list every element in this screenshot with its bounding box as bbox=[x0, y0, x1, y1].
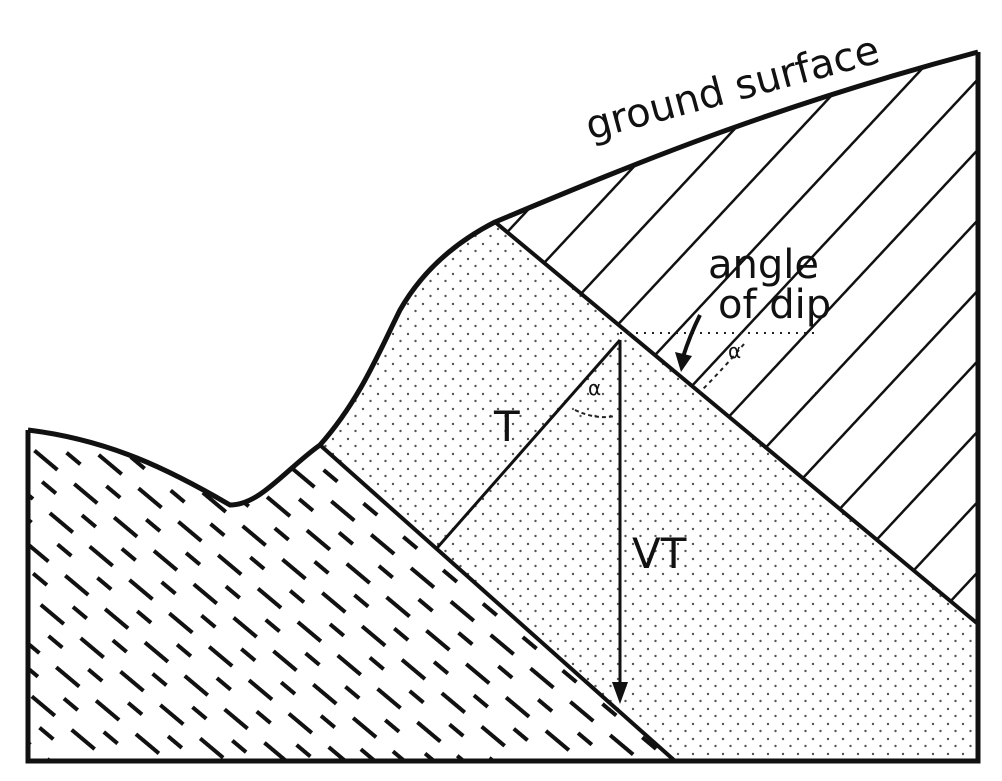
lower-contact-line bbox=[318, 443, 677, 763]
angle-of-dip-label-line1: angle bbox=[708, 242, 819, 288]
middle-stippled-layer bbox=[320, 222, 978, 761]
vertical-thickness-label: VT bbox=[632, 529, 687, 578]
dip-angle-arc bbox=[699, 343, 745, 393]
alpha-label: α bbox=[588, 376, 601, 400]
dip-arrowhead-icon bbox=[675, 352, 692, 372]
upper-contact-line bbox=[493, 220, 980, 626]
upper-hatched-layer bbox=[495, 52, 978, 624]
dip-arrow-icon bbox=[681, 314, 702, 358]
angle-of-dip-label-line2: of dip bbox=[718, 282, 831, 328]
dip-alpha-label: α bbox=[728, 339, 741, 363]
alpha-angle-arc bbox=[574, 409, 616, 419]
ground-surface-line bbox=[27, 49, 979, 508]
vt-arrowhead-icon bbox=[612, 682, 628, 704]
section-frame bbox=[25, 52, 981, 764]
thickness-line bbox=[435, 339, 622, 549]
lower-dashed-layer bbox=[28, 430, 675, 761]
thickness-label: T bbox=[493, 402, 520, 451]
